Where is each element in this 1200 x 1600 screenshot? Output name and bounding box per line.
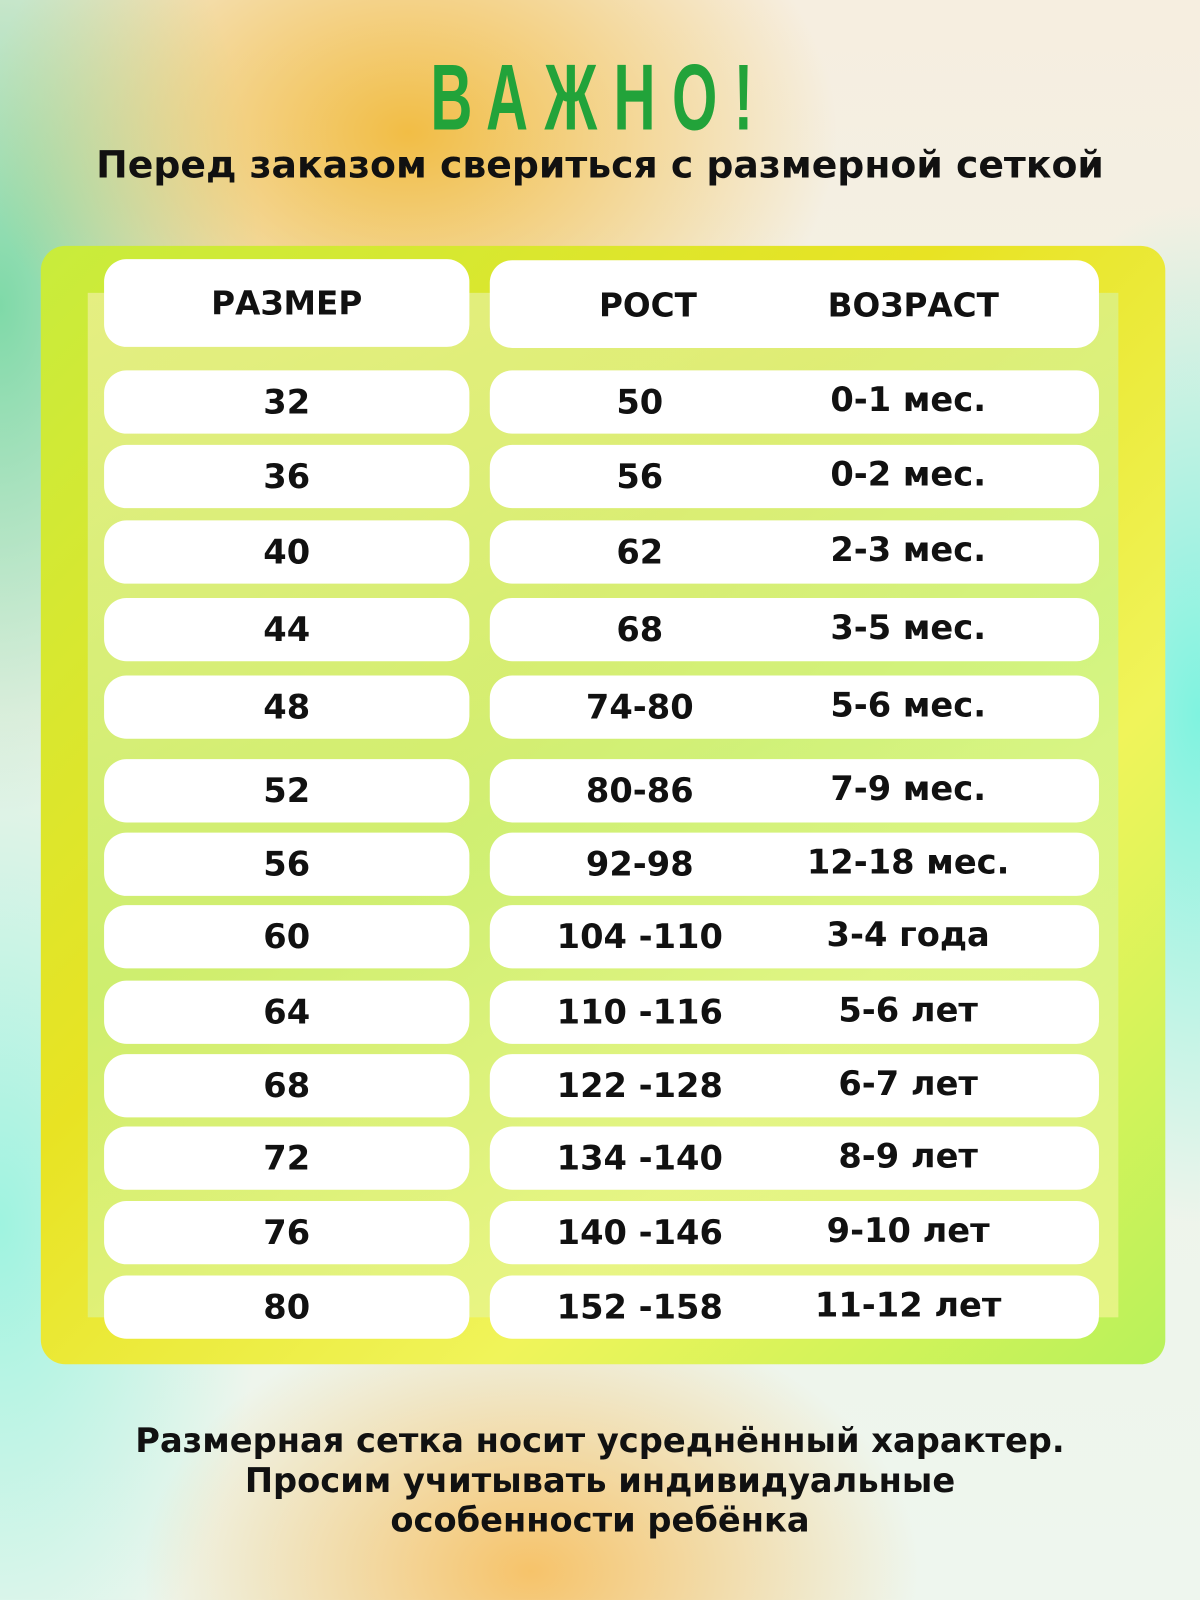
size-value: 52 (263, 770, 311, 811)
height-age-pill (489, 675, 1099, 739)
size-value: 64 (263, 991, 311, 1032)
size-value: 80 (263, 1286, 311, 1327)
height-age-pill (489, 1275, 1099, 1339)
size-value: 44 (263, 609, 311, 649)
size-value: 68 (263, 1065, 311, 1106)
age-value: 0-1 мес. (830, 379, 986, 420)
age-value: 11-12 лет (814, 1284, 1002, 1325)
height-value: 152 -158 (556, 1286, 723, 1327)
size-value: 36 (263, 456, 311, 496)
height-value: 56 (616, 456, 664, 496)
header-size: РАЗМЕР (211, 283, 363, 323)
size-value: 32 (263, 381, 311, 422)
height-value: 110 -116 (556, 991, 723, 1032)
size-value: 56 (263, 843, 311, 884)
size-value: 48 (263, 686, 311, 727)
page-title: ВАЖНО! (430, 45, 770, 150)
height-age-pill (489, 597, 1099, 662)
age-value: 0-2 мес. (830, 454, 986, 494)
height-age-pill (489, 832, 1099, 896)
height-age-pill (489, 370, 1099, 434)
size-pill (104, 1275, 470, 1339)
size-pill (104, 759, 470, 823)
header-height: РОСТ (598, 285, 697, 325)
size-value: 40 (263, 531, 311, 572)
height-age-pill (489, 980, 1099, 1044)
height-age-pill (489, 444, 1099, 509)
header-size-pill (104, 259, 470, 347)
size-pill (104, 675, 470, 739)
age-value: 2-3 мес. (830, 529, 986, 570)
height-age-pill (489, 905, 1099, 969)
age-value: 9-10 лет (826, 1210, 990, 1250)
size-pill (104, 444, 470, 509)
age-value: 8-9 лет (838, 1135, 978, 1176)
size-value: 72 (263, 1137, 311, 1178)
footer-line-2: Просим учитывать индивидуальные (244, 1460, 956, 1500)
size-value: 76 (263, 1212, 311, 1253)
size-pill (104, 905, 470, 969)
height-value: 50 (616, 381, 664, 422)
height-value: 134 -140 (556, 1137, 723, 1178)
age-value: 5-6 мес. (830, 684, 986, 725)
height-age-pill (489, 1126, 1099, 1190)
size-value: 60 (263, 916, 311, 957)
footer-line-3: особенности ребёнка (390, 1499, 810, 1540)
size-pill (104, 832, 470, 896)
height-age-pill (489, 1201, 1099, 1265)
size-pill (104, 520, 470, 584)
size-pill (104, 597, 470, 662)
footer-line-1: Размерная сетка носит усреднённый характ… (135, 1420, 1065, 1461)
subtitle: Перед заказом свериться с размерной сетк… (96, 142, 1104, 187)
size-pill (104, 1201, 470, 1265)
header-height-age-pill (489, 260, 1099, 348)
height-age-pill (489, 759, 1099, 823)
size-pill (104, 1054, 470, 1118)
footer-note: Размерная сетка носит усреднённый характ… (0, 1420, 1200, 1539)
height-value: 122 -128 (556, 1065, 723, 1106)
height-value: 80-86 (585, 770, 694, 811)
height-age-pill (489, 1054, 1099, 1118)
size-pill (104, 980, 470, 1044)
height-value: 104 -110 (556, 916, 723, 957)
age-value: 6-7 лет (838, 1063, 978, 1104)
height-value: 92-98 (585, 843, 694, 884)
header-age: ВОЗРАСТ (827, 285, 999, 325)
age-value: 12-18 мес. (806, 841, 1010, 882)
height-value: 74-80 (585, 686, 694, 727)
age-value: 5-6 лет (838, 989, 978, 1030)
height-value: 68 (616, 609, 664, 649)
age-value: 3-5 мес. (830, 607, 986, 647)
height-value: 140 -146 (556, 1212, 723, 1253)
size-pill (104, 1126, 470, 1190)
age-value: 7-9 мес. (830, 768, 986, 809)
age-value: 3-4 года (826, 914, 990, 955)
height-age-pill (489, 520, 1099, 584)
size-pill (104, 370, 470, 434)
height-value: 62 (616, 531, 664, 572)
